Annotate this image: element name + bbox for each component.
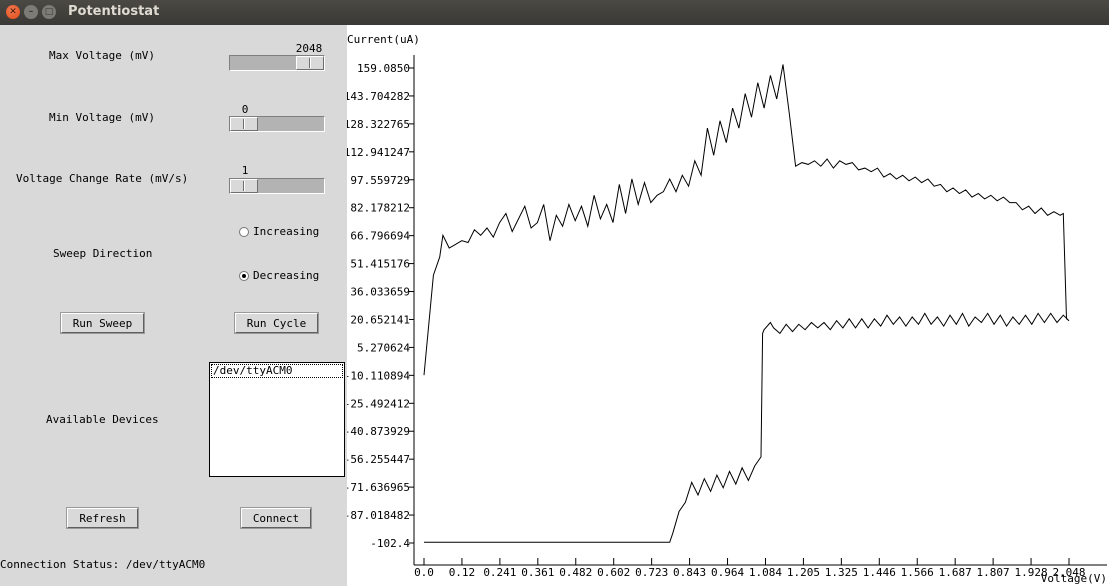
y-tick-label: 82.178212	[350, 202, 410, 215]
voltage-rate-label: Voltage Change Rate (mV/s)	[16, 172, 189, 185]
refresh-button[interactable]: Refresh	[67, 508, 138, 528]
x-tick-label: 0.0	[414, 566, 434, 579]
x-tick-label: 1.807	[977, 566, 1010, 579]
y-tick-label: 20.652141	[350, 313, 410, 326]
min-voltage-slider-thumb[interactable]	[230, 117, 258, 131]
run-cycle-button[interactable]: Run Cycle	[235, 313, 318, 333]
radio-decreasing[interactable]: Decreasing	[239, 269, 319, 282]
x-tick-label: 1.205	[787, 566, 820, 579]
y-tick-label: -25.492412	[347, 397, 410, 410]
y-tick-label: 128.322765	[347, 118, 410, 131]
x-tick-label: 1.687	[939, 566, 972, 579]
y-tick-label: 51.415176	[350, 258, 410, 271]
x-tick-label: 0.723	[635, 566, 668, 579]
min-voltage-value: 0	[241, 103, 249, 116]
window-titlebar[interactable]: ✕ – □ Potentiostat	[0, 0, 1109, 25]
radio-increasing[interactable]: Increasing	[239, 225, 319, 238]
radio-decreasing-label: Decreasing	[253, 269, 320, 282]
current-voltage-plot: Current(uA) Voltage(V) 159.0850 143.70428…	[347, 25, 1109, 586]
x-tick-label: 0.964	[711, 566, 744, 579]
maximize-window-icon[interactable]: □	[42, 5, 56, 19]
x-tick-label: 1.928	[1014, 566, 1047, 579]
close-window-icon[interactable]: ✕	[6, 5, 20, 19]
window-title: Potentiostat	[68, 4, 160, 19]
x-tick-label: 2.048	[1052, 566, 1085, 579]
list-item[interactable]: /dev/ttyACM0	[211, 364, 343, 378]
connection-status-text: Connection Status: /dev/ttyACM0	[0, 558, 206, 571]
max-voltage-label: Max Voltage (mV)	[49, 49, 155, 62]
radio-increasing-label: Increasing	[253, 225, 320, 238]
voltage-rate-slider[interactable]	[229, 178, 325, 194]
y-axis-label: Current(uA)	[347, 33, 420, 46]
max-voltage-slider-thumb[interactable]	[296, 56, 324, 70]
sweep-direction-label: Sweep Direction	[53, 247, 153, 260]
voltage-rate-slider-thumb[interactable]	[230, 179, 258, 193]
y-tick-label: -102.4	[370, 537, 410, 550]
min-voltage-slider[interactable]	[229, 116, 325, 132]
x-tick-label: 1.084	[749, 566, 782, 579]
x-tick-label: 0.843	[673, 566, 706, 579]
available-devices-label: Available Devices	[46, 413, 159, 426]
max-voltage-value: 2048	[295, 42, 323, 55]
y-tick-label: 66.796694	[350, 230, 410, 243]
y-tick-label: 143.704282	[347, 90, 410, 103]
x-tick-label: 1.446	[863, 566, 896, 579]
y-tick-label: 5.270624	[357, 341, 410, 354]
y-tick-label: -87.018482	[347, 509, 410, 522]
y-tick-label: -56.255447	[347, 453, 410, 466]
x-tick-label: 0.241	[483, 566, 516, 579]
x-tick-label: 0.602	[597, 566, 630, 579]
x-tick-label: 1.325	[825, 566, 858, 579]
y-tick-label: 36.033659	[350, 286, 410, 299]
connect-button[interactable]: Connect	[241, 508, 311, 528]
radio-increasing-indicator[interactable]	[239, 226, 249, 237]
min-voltage-label: Min Voltage (mV)	[49, 111, 155, 124]
y-tick-label: 159.0850	[357, 62, 410, 75]
x-tick-label: 0.482	[559, 566, 592, 579]
minimize-window-icon[interactable]: –	[24, 5, 38, 19]
chart-canvas: Current(uA) Voltage(V) 159.0850 143.70428…	[347, 33, 1107, 585]
run-sweep-button[interactable]: Run Sweep	[61, 313, 144, 333]
y-tick-label: -40.873929	[347, 425, 410, 438]
max-voltage-slider[interactable]	[229, 55, 325, 71]
x-tick-label: 1.566	[901, 566, 934, 579]
devices-listbox[interactable]: /dev/ttyACM0	[209, 362, 345, 477]
y-tick-label: -10.110894	[347, 369, 410, 382]
x-axis-label: Voltage(V)	[1041, 572, 1107, 585]
y-tick-label: 97.559729	[350, 174, 410, 187]
x-tick-label: 0.12	[449, 566, 476, 579]
y-tick-label: -71.636965	[347, 481, 410, 494]
y-tick-label: 112.941247	[347, 146, 410, 159]
radio-decreasing-indicator[interactable]	[239, 270, 249, 281]
voltage-rate-value: 1	[241, 164, 249, 177]
current-trace	[423, 64, 1070, 543]
control-panel: Max Voltage (mV) 2048 Min Voltage (mV) 0…	[0, 25, 347, 586]
x-tick-label: 0.361	[521, 566, 554, 579]
